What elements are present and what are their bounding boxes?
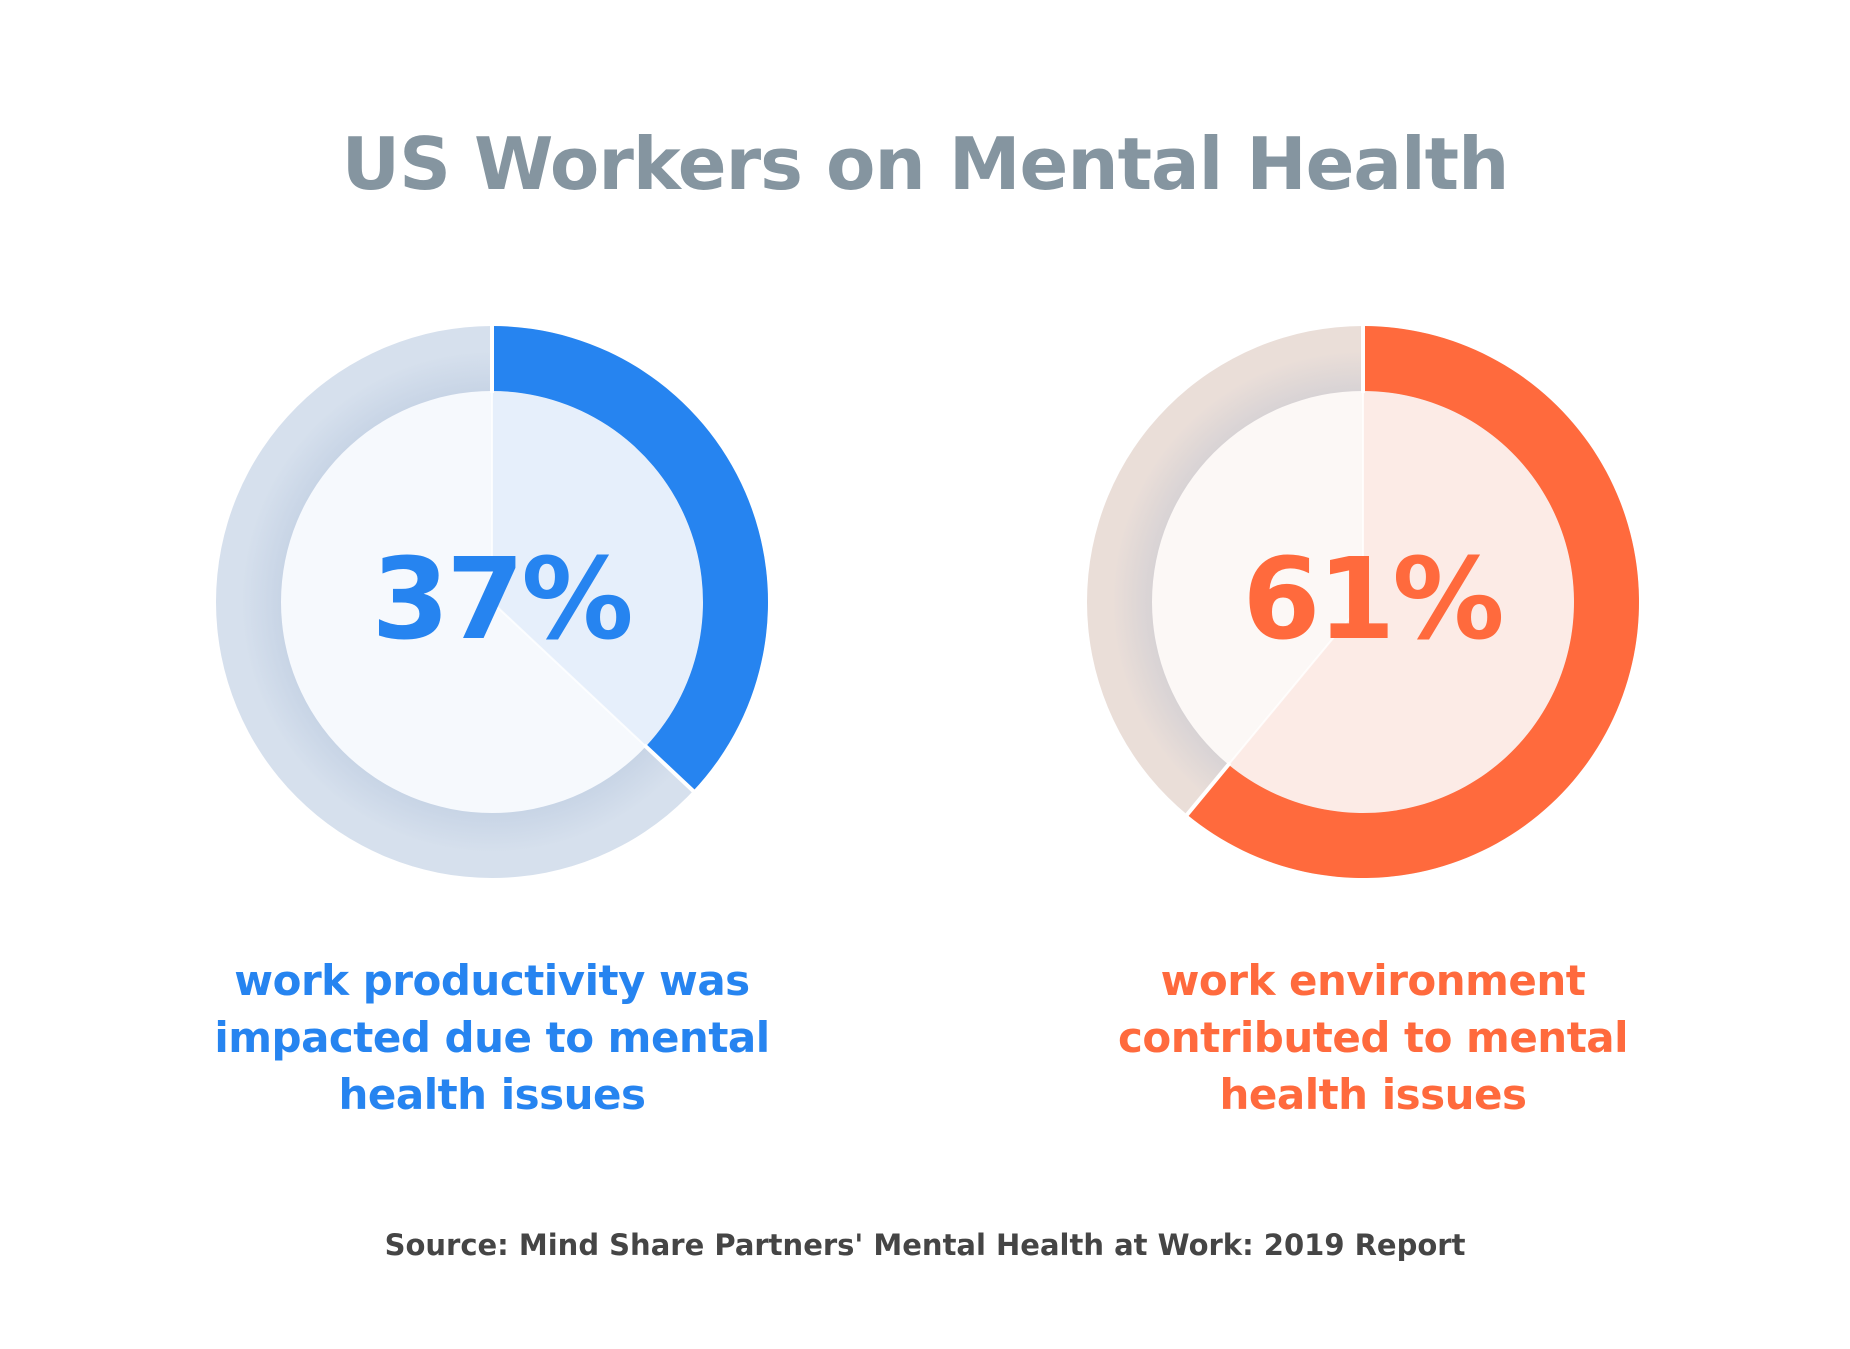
donut-left: 37% (216, 324, 769, 878)
donut-inner-value-sector (492, 391, 704, 747)
donut-value-arc (492, 326, 769, 791)
donut-value-arc (1187, 326, 1639, 879)
caption-right: work environment contributed to mental h… (1117, 956, 1629, 1119)
donut-value-label: 37% (371, 535, 630, 665)
donut-inner-separator (1227, 601, 1364, 766)
caption-left: work productivity was impacted due to me… (214, 956, 770, 1119)
chart-title: US Workers on Mental Health (341, 122, 1510, 206)
donut-right: 61% (1087, 324, 1639, 879)
donut-inner-value-sector (1228, 391, 1574, 813)
source-note: Source: Mind Share Partners' Mental Heal… (384, 1228, 1466, 1262)
donut-separator (1184, 761, 1232, 818)
donut-separator (642, 743, 697, 794)
donut-value-label: 61% (1242, 535, 1501, 665)
donut-inner-separator (491, 601, 647, 748)
